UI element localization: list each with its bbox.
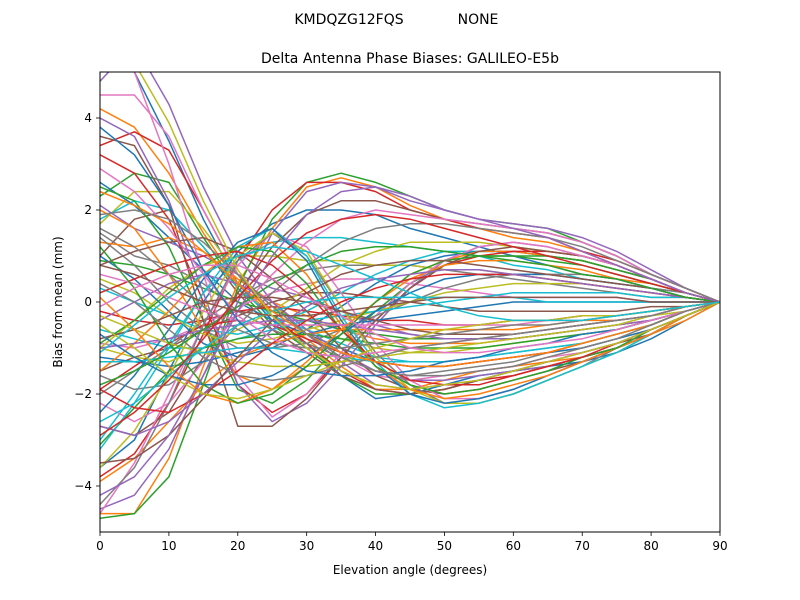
series-line-s79 bbox=[138, 72, 720, 391]
x-tick-label: 80 bbox=[643, 539, 658, 553]
series-line-s70 bbox=[100, 296, 720, 423]
x-axis-ticks: 0 10 20 30 40 50 60 70 80 90 bbox=[96, 532, 728, 553]
series-line-s73 bbox=[100, 246, 720, 386]
series-line-s78 bbox=[100, 209, 720, 377]
y-tick-label: −4 bbox=[74, 479, 92, 493]
y-axis-label: Bias from mean (mm) bbox=[51, 236, 65, 367]
chart-title: Delta Antenna Phase Biases: GALILEO-E5b bbox=[261, 51, 559, 67]
series-line-s75 bbox=[100, 186, 720, 496]
x-tick-label: 30 bbox=[299, 539, 314, 553]
y-tick-label: −2 bbox=[74, 387, 92, 401]
x-tick-label: 60 bbox=[506, 539, 521, 553]
series-line-s66 bbox=[100, 259, 720, 464]
x-tick-label: 70 bbox=[575, 539, 590, 553]
suptitle-right: NONE bbox=[458, 12, 499, 28]
series-line-s72 bbox=[100, 190, 720, 368]
x-tick-label: 50 bbox=[437, 539, 452, 553]
series-lines bbox=[100, 72, 720, 519]
x-tick-label: 0 bbox=[96, 539, 104, 553]
series-line-s77 bbox=[100, 264, 720, 354]
suptitle-left: KMDQZG12FQS bbox=[294, 12, 403, 28]
series-line-s80 bbox=[100, 246, 720, 354]
y-tick-label: 2 bbox=[84, 203, 92, 217]
series-line-s76 bbox=[100, 264, 720, 317]
y-tick-label: 4 bbox=[84, 111, 92, 125]
y-tick-label: 0 bbox=[84, 295, 92, 309]
x-axis-label: Elevation angle (degrees) bbox=[333, 563, 487, 577]
y-axis-ticks: −4 −2 0 2 4 bbox=[74, 111, 100, 493]
series-line-s74 bbox=[100, 213, 720, 437]
x-tick-label: 20 bbox=[230, 539, 245, 553]
x-tick-label: 40 bbox=[368, 539, 383, 553]
x-tick-label: 90 bbox=[712, 539, 727, 553]
x-tick-label: 10 bbox=[161, 539, 176, 553]
